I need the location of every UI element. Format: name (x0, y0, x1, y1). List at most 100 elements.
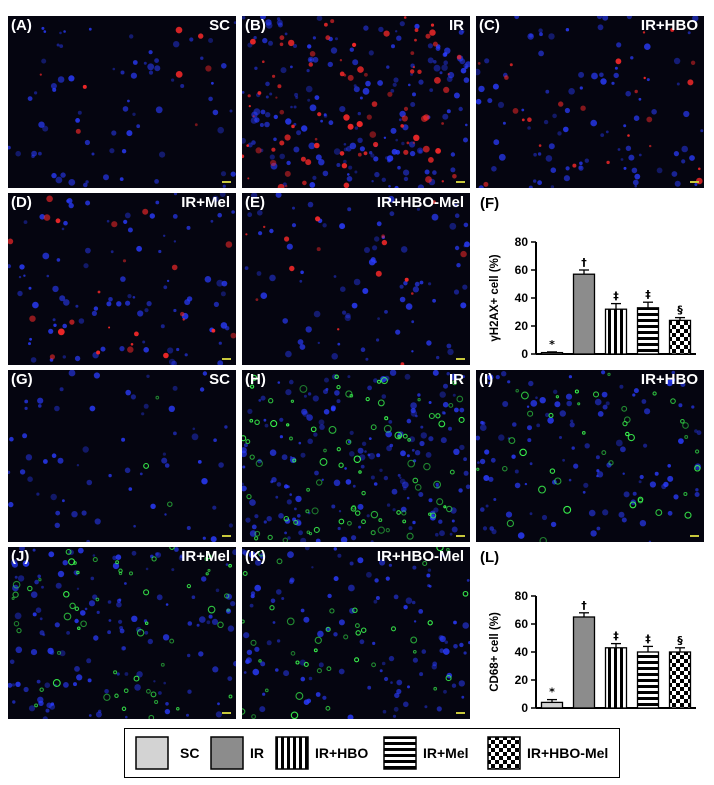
legend-swatch-graphic (210, 736, 244, 770)
panel-label: (K) (245, 548, 266, 565)
group-label: IR+HBO-Mel (376, 194, 464, 211)
micrograph-panel-j: (J) IR+Mel (8, 547, 236, 719)
group-label: SC (209, 371, 230, 388)
bar (668, 651, 692, 709)
micrograph-panel-k: (K) IR+HBO-Mel (242, 547, 470, 719)
bar (572, 616, 596, 709)
micrograph-panel-a: (A) SC (8, 16, 236, 188)
micrograph-image (244, 193, 470, 365)
group-label: IR+HBO (640, 371, 698, 388)
bar (668, 319, 692, 355)
bar (604, 647, 628, 709)
legend-label-ir-hbo: IR+HBO (315, 745, 369, 761)
scale-bar (456, 535, 465, 537)
legend-item-ir: IR (210, 736, 275, 770)
micrograph-image (242, 370, 470, 542)
scale-bar (222, 181, 231, 183)
y-tick-label: 80 (515, 235, 529, 249)
panel-label: (J) (11, 548, 30, 565)
bar-chart-svg: 0 20 40 60 80 CD68+ cell (%) * † ‡ ‡ § (489, 589, 696, 715)
scale-bar (456, 181, 465, 183)
group-label: SC (209, 17, 230, 34)
bar (636, 651, 660, 709)
significance-mark: § (677, 634, 683, 647)
bar-chart-l: 0 20 40 60 80 CD68+ cell (%) * † ‡ ‡ § (L) (476, 547, 704, 719)
legend-item-sc: SC (135, 736, 205, 770)
bar (636, 307, 660, 355)
significance-mark: † (581, 256, 587, 269)
y-axis-label: CD68+ cell (%) (489, 612, 501, 692)
bar (540, 351, 564, 355)
legend-item-ir-hbo-mel: IR+HBO-Mel (487, 736, 615, 770)
scale-bar (690, 181, 699, 183)
bar (540, 701, 564, 709)
bar-chart-f: 0 20 40 60 80 γH2AX+ cell (%) * † ‡ ‡ § (F) (476, 193, 704, 365)
y-axis-label: γH2AX+ cell (%) (489, 254, 501, 341)
legend-item-ir-mel: IR+Mel (383, 736, 483, 770)
y-tick-label: 60 (515, 617, 529, 631)
panel-label: (A) (11, 17, 32, 34)
group-label: IR+HBO (640, 17, 698, 34)
y-tick-label: 0 (521, 347, 528, 361)
legend-swatch-graphic (275, 736, 309, 770)
significance-mark: ‡ (645, 632, 651, 645)
legend-swatch-graphic (487, 736, 521, 770)
y-tick-label: 60 (515, 263, 529, 277)
micrograph-panel-h: (H) IR (242, 370, 470, 542)
y-tick-label: 40 (515, 645, 529, 659)
group-label: IR+Mel (181, 548, 230, 565)
panel-label: (E) (245, 194, 265, 211)
panel-label: (C) (479, 17, 500, 34)
legend-swatch-graphic (383, 736, 417, 770)
panel-label: (D) (11, 194, 32, 211)
micrograph-panel-c: (C) IR+HBO (476, 16, 704, 188)
significance-mark: † (581, 599, 587, 612)
micrograph-panel-b: (B) IR (242, 16, 470, 188)
bar (572, 273, 596, 355)
scale-bar (222, 358, 231, 360)
legend-label-ir-mel: IR+Mel (423, 745, 469, 761)
group-label: IR+HBO-Mel (376, 548, 464, 565)
legend-swatch-ir-mel (383, 736, 417, 770)
significance-mark: ‡ (613, 630, 619, 643)
significance-mark: § (677, 304, 683, 317)
legend-swatch-ir-hbo (275, 736, 309, 770)
micrograph-panel-g: (G) SC (8, 370, 236, 542)
group-label: IR (449, 17, 464, 34)
significance-mark: * (549, 338, 555, 351)
y-tick-label: 0 (521, 701, 528, 715)
panel-label: (H) (245, 371, 266, 388)
micrograph-image (242, 547, 470, 719)
significance-mark: ‡ (613, 290, 619, 303)
legend-label-ir: IR (250, 745, 264, 761)
micrograph-image (8, 193, 236, 365)
legend-swatch-ir (210, 736, 244, 770)
y-tick-label: 20 (515, 319, 529, 333)
bar (604, 308, 628, 355)
group-label: IR+Mel (181, 194, 230, 211)
panel-label: (L) (480, 549, 500, 566)
scale-bar (222, 712, 231, 714)
significance-mark: ‡ (645, 288, 651, 301)
legend-swatch-graphic (135, 736, 169, 770)
micrograph-image (8, 21, 236, 188)
chart-legend: SC IR IR+HBO IR+Mel IR+HBO-Mel (124, 728, 620, 778)
micrograph-image (8, 370, 233, 542)
bar-chart-svg: 0 20 40 60 80 γH2AX+ cell (%) * † ‡ ‡ § (489, 235, 696, 361)
micrograph-image (476, 370, 702, 542)
legend-swatch-ir-hbo-mel (487, 736, 521, 770)
scale-bar (456, 358, 465, 360)
micrograph-panel-i: (I) IR+HBO (476, 370, 704, 542)
micrograph-panel-d: (D) IR+Mel (8, 193, 236, 365)
panel-label: (F) (480, 195, 500, 212)
panel-label: (G) (11, 371, 33, 388)
legend-item-ir-hbo: IR+HBO (275, 736, 385, 770)
y-tick-label: 40 (515, 291, 529, 305)
scale-bar (222, 535, 231, 537)
scale-bar (690, 535, 699, 537)
panel-label: (B) (245, 17, 266, 34)
micrograph-image (8, 547, 236, 719)
micrograph-image (476, 16, 704, 188)
micrograph-image (242, 16, 470, 188)
group-label: IR (449, 371, 464, 388)
